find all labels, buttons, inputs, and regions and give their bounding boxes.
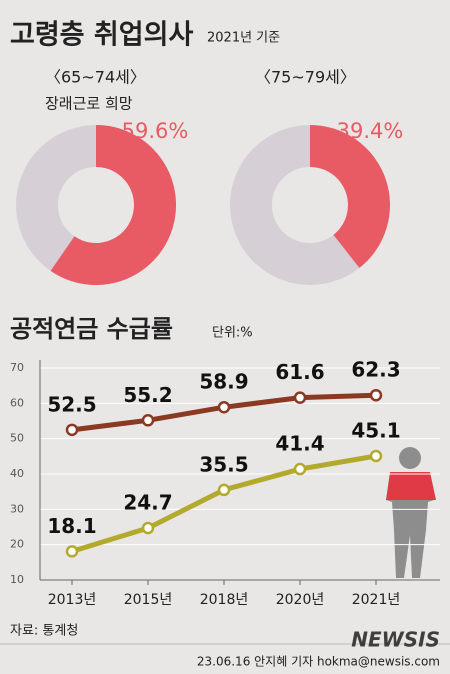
donut-segment [50,125,176,286]
main-title: 고령층 취업의사 [10,20,193,51]
data-label: 62.3 [351,358,400,382]
y-tick-label: 50 [10,432,24,445]
y-tick-label: 70 [10,361,24,374]
point [141,521,155,535]
x-tick-label: 2013년 [48,592,97,608]
data-label: 58.9 [199,370,248,394]
point [65,545,79,558]
unit-label: 단위:% [212,326,253,341]
point [369,449,383,463]
x-tick-label: 2021년 [352,592,401,608]
y-tick-label: 40 [10,467,24,480]
x-tick-label: 2020년 [276,592,325,608]
point [141,414,155,427]
point [293,462,307,476]
y-tick-label: 60 [10,396,24,409]
x-tick-label: 2015년 [124,592,173,608]
y-tick-label: 20 [10,538,24,551]
point [293,391,307,404]
donut-title: 〈65~74세〉 [45,68,146,87]
data-label: 52.5 [47,392,96,416]
donut-segment [310,125,390,268]
donut-value-label: 39.4% [337,119,404,143]
donut-title: 〈75~79세〉 [255,68,356,87]
donut-value-label: 59.6% [122,119,189,143]
y-tick-label: 10 [10,573,24,586]
donut-subtitle: 장래근로 희망 [45,95,133,113]
point [369,388,383,402]
data-label: 55.2 [123,383,172,407]
credit: 23.06.16 안지혜 기자 hokma@newsis.com [197,655,440,669]
line-title: 공적연금 수급률 [10,315,173,343]
person-silhouette [386,447,436,578]
point [65,423,79,437]
data-label: 35.5 [199,452,248,476]
source: 자료: 통계청 [10,624,78,639]
watermark: NEWSIS [351,628,440,652]
y-tick-label: 30 [10,502,24,515]
x-tick-label: 2018년 [200,592,249,608]
main-subtitle: 2021년 기준 [207,31,280,46]
data-label: 41.4 [275,432,324,456]
data-label: 61.6 [275,360,324,384]
point [217,483,231,497]
point [217,400,231,414]
data-label: 24.7 [123,491,172,515]
data-label: 45.1 [351,418,400,442]
data-label: 18.1 [47,514,96,538]
